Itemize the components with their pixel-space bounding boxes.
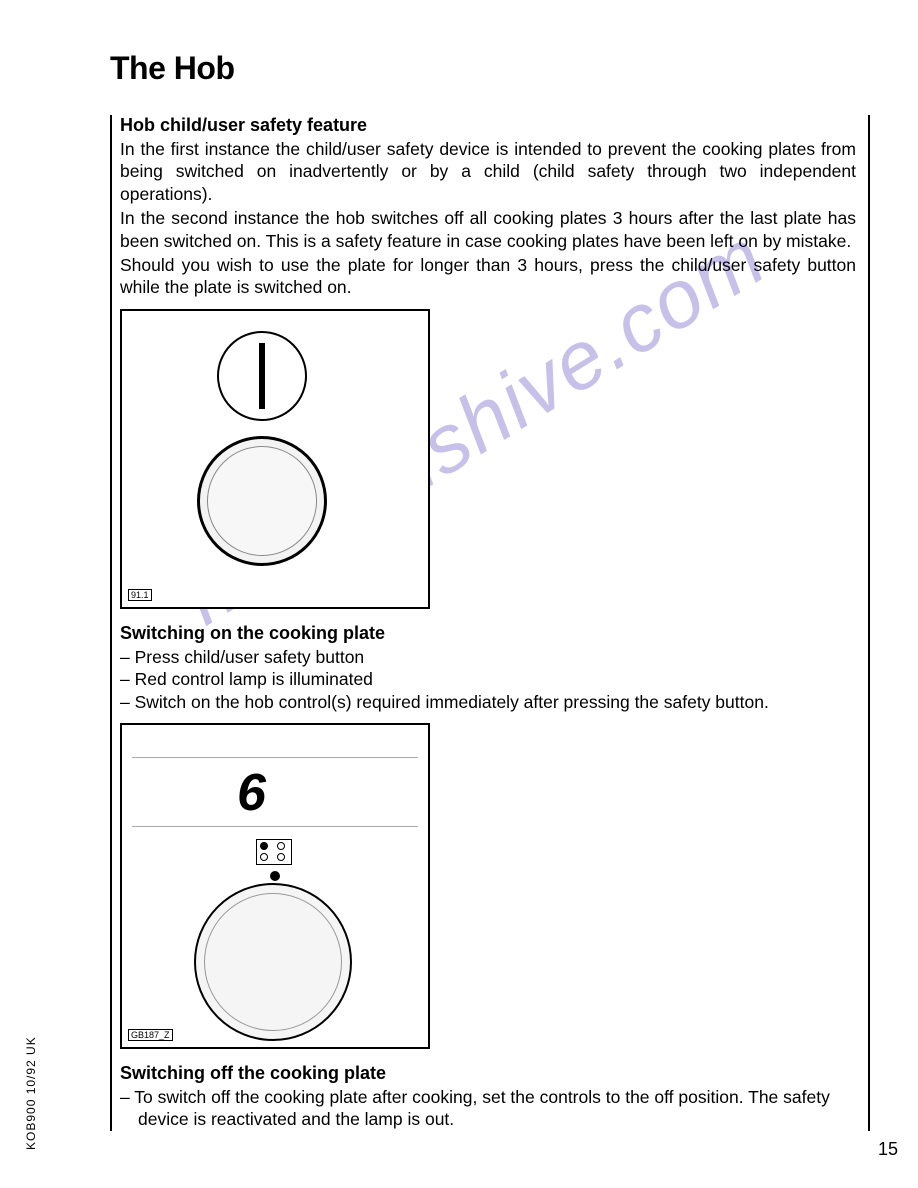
section1-heading: Hob child/user safety feature <box>120 115 856 136</box>
figure1-label: 91.1 <box>128 589 152 601</box>
section1-p1: In the first instance the child/user saf… <box>120 138 856 205</box>
control-knob-inner-icon <box>207 446 317 556</box>
section3-list: To switch off the cooking plate after co… <box>120 1086 856 1131</box>
power-symbol-bar-icon <box>259 343 265 409</box>
figure-1: 91.1 <box>120 309 430 609</box>
page-content: The Hob Hob child/user safety feature In… <box>110 50 870 1131</box>
list-item: Red control lamp is illuminated <box>120 668 856 690</box>
spine-text: KOB900 10/92 UK <box>24 1036 38 1150</box>
page-number: 15 <box>878 1139 898 1160</box>
display-digit: 6 <box>237 763 264 823</box>
indicator-dot-icon <box>277 842 285 850</box>
figure2-label: GB187_Z <box>128 1029 173 1041</box>
page-title: The Hob <box>110 50 870 87</box>
control-lamp-icon <box>270 871 280 881</box>
list-item: Switch on the hob control(s) required im… <box>120 691 856 713</box>
hob-indicator-icon <box>256 839 292 865</box>
section2-list: Press child/user safety button Red contr… <box>120 646 856 713</box>
indicator-dot-icon <box>277 853 285 861</box>
section3-heading: Switching off the cooking plate <box>120 1063 856 1084</box>
control-knob-inner-icon <box>204 893 342 1031</box>
section1-p3: Should you wish to use the plate for lon… <box>120 254 856 299</box>
section1-p2: In the second instance the hob switches … <box>120 207 856 252</box>
indicator-dot-icon <box>260 842 268 850</box>
figure-2: 6 GB187_Z <box>120 723 430 1049</box>
section2-heading: Switching on the cooking plate <box>120 623 856 644</box>
list-item: Press child/user safety button <box>120 646 856 668</box>
display-panel <box>132 757 418 827</box>
content-column: Hob child/user safety feature In the fir… <box>110 115 870 1131</box>
list-item: To switch off the cooking plate after co… <box>120 1086 856 1131</box>
indicator-dot-icon <box>260 853 268 861</box>
